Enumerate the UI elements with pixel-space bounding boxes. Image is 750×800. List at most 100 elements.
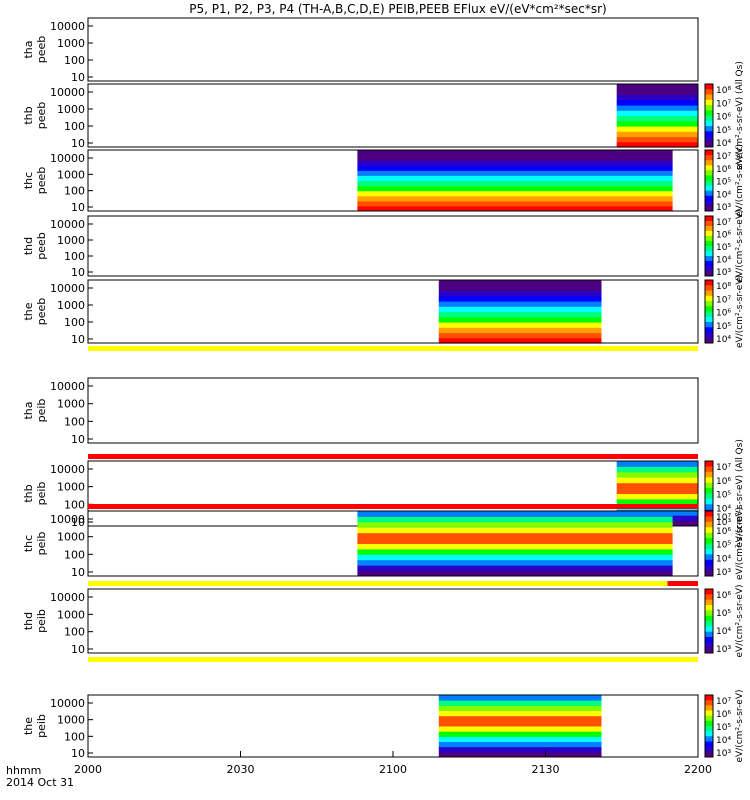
panel-frame bbox=[87, 377, 699, 444]
colorbar-tick-label: 10⁸ bbox=[716, 282, 731, 292]
spectrogram-band bbox=[616, 141, 698, 148]
colorbar-swatch bbox=[705, 293, 713, 297]
status-bar bbox=[88, 346, 698, 351]
colorbar-swatch bbox=[705, 150, 713, 153]
panel-thc-peib: 10 100 1000 10000 thc peib 10³ 10⁴ 10⁵ 10⁶ 10⁷ eV/(… bbox=[22, 507, 745, 580]
colorbar-swatch bbox=[705, 728, 713, 732]
colorbar-swatch bbox=[705, 190, 713, 194]
colorbar-swatch bbox=[705, 607, 713, 611]
status-segment bbox=[667, 581, 698, 586]
panel-thd-peeb: 10 100 1000 10000 thd peeb 10³ 10⁴ 10⁵ 10⁶ 10⁷ eV/(… bbox=[22, 209, 745, 282]
colorbar-swatch bbox=[705, 337, 713, 341]
spectrogram-band bbox=[357, 548, 673, 555]
colorbar-tick-label: 10⁵ bbox=[716, 723, 731, 733]
spectrogram-band bbox=[616, 493, 698, 500]
spectrogram-band bbox=[616, 498, 698, 505]
spectrogram-band bbox=[438, 710, 602, 717]
spectrogram-band bbox=[357, 200, 673, 207]
colorbar-swatch bbox=[705, 185, 713, 189]
colorbar-swatch bbox=[705, 180, 713, 184]
colorbar-swatch bbox=[705, 314, 713, 318]
colorbar-swatch bbox=[705, 746, 713, 750]
colorbar-swatch bbox=[705, 287, 713, 291]
colorbar-tick-label: 10³ bbox=[716, 645, 731, 655]
colorbar-tick-label: 10⁵ bbox=[716, 322, 731, 332]
colorbar-swatch bbox=[705, 233, 713, 237]
spectrogram-band bbox=[616, 126, 698, 132]
colorbar-swatch bbox=[705, 285, 713, 289]
panel-thb-peib: 10 100 1000 10000 thb peib 10³ 10⁴ 10⁵ 10⁶ 10⁷ eV/(… bbox=[22, 439, 745, 548]
colorbar-swatch bbox=[705, 720, 713, 724]
colorbar-swatch bbox=[705, 496, 713, 500]
y-tick-label: 100 bbox=[64, 250, 85, 263]
panel-tha-peib: 10 100 1000 10000 tha peib bbox=[22, 377, 699, 446]
colorbar-swatch bbox=[705, 221, 713, 224]
spectrogram-band bbox=[357, 538, 673, 544]
spectrogram-band bbox=[357, 565, 673, 572]
colorbar-tick-label: 10³ bbox=[716, 568, 731, 578]
y-tick-label: 1000 bbox=[57, 37, 85, 50]
y-tick-label: 10 bbox=[71, 433, 85, 446]
colorbar-tick-label: 10⁶ bbox=[716, 477, 731, 487]
colorbar-title: eV/(cm²-s-sr-eV) bbox=[735, 144, 745, 217]
colorbar-swatch bbox=[705, 295, 713, 299]
spectrogram-band bbox=[616, 120, 698, 127]
spectrogram-band bbox=[438, 327, 602, 334]
y-tick-label: 10 bbox=[71, 201, 85, 214]
y-tick-label: 10000 bbox=[50, 218, 85, 231]
spectrogram-band bbox=[438, 700, 602, 706]
colorbar-swatch bbox=[705, 723, 713, 727]
y-tick-label: 10 bbox=[71, 266, 85, 279]
colorbar-swatch bbox=[705, 308, 713, 312]
colorbar-swatch bbox=[705, 200, 713, 204]
colorbar-tick-label: 10³ bbox=[716, 203, 731, 213]
colorbar-swatch bbox=[705, 538, 713, 542]
y-tick-label: 100 bbox=[64, 498, 85, 511]
colorbar-swatch bbox=[705, 705, 713, 709]
colorbar-swatch bbox=[705, 112, 713, 116]
colorbar-swatch bbox=[705, 306, 713, 310]
colorbar-swatch bbox=[705, 340, 713, 344]
panel-product-label: peib bbox=[35, 714, 48, 738]
y-tick-label: 1000 bbox=[57, 103, 85, 116]
colorbar-frame bbox=[704, 279, 714, 344]
colorbar-swatch bbox=[705, 700, 713, 704]
spectrogram-band bbox=[438, 746, 602, 753]
y-tick-label: 10000 bbox=[50, 513, 85, 526]
spectrogram-band bbox=[438, 322, 602, 328]
colorbar-swatch bbox=[705, 557, 713, 561]
spectrogram-band bbox=[616, 84, 698, 90]
colorbar-frame bbox=[704, 83, 714, 148]
colorbar-swatch bbox=[705, 501, 713, 505]
panel-thb-peeb: 10 100 1000 10000 thb peeb 10⁴ 10⁵ 10⁶ 10⁷ 10⁸ eV/(… bbox=[22, 61, 745, 170]
status-segment bbox=[88, 657, 698, 662]
colorbar-swatch bbox=[705, 216, 713, 219]
y-tick-label: 100 bbox=[64, 120, 85, 133]
y-tick-label: 100 bbox=[64, 730, 85, 743]
y-tick-label: 100 bbox=[64, 626, 85, 639]
colorbar-swatch bbox=[705, 160, 713, 164]
colorbar-swatch bbox=[705, 623, 713, 627]
colorbar-swatch bbox=[705, 488, 713, 492]
colorbar-tick-label: 10⁵ bbox=[716, 541, 731, 551]
colorbar-swatch bbox=[705, 466, 713, 470]
spectrogram-band bbox=[616, 461, 698, 467]
colorbar-swatch bbox=[705, 86, 713, 90]
colorbar-frame bbox=[704, 215, 714, 277]
panel-frame bbox=[87, 149, 699, 212]
colorbar-tick-label: 10⁸ bbox=[716, 86, 731, 96]
colorbar-swatch bbox=[705, 263, 713, 267]
colorbar-swatch bbox=[705, 530, 713, 534]
spectrogram-band bbox=[357, 527, 673, 534]
colorbar-swatch bbox=[705, 271, 713, 274]
colorbar-tick-label: 10⁶ bbox=[716, 710, 731, 720]
colorbar-swatch bbox=[705, 631, 713, 635]
colorbar-swatch bbox=[705, 602, 713, 606]
colorbar-swatch bbox=[705, 642, 713, 646]
spectrogram-band bbox=[438, 316, 602, 323]
spectrogram-band bbox=[438, 295, 602, 302]
colorbar-swatch bbox=[705, 115, 713, 119]
colorbar-swatch bbox=[705, 695, 713, 699]
spectrogram-band bbox=[357, 150, 673, 156]
colorbar-swatch bbox=[705, 477, 713, 481]
